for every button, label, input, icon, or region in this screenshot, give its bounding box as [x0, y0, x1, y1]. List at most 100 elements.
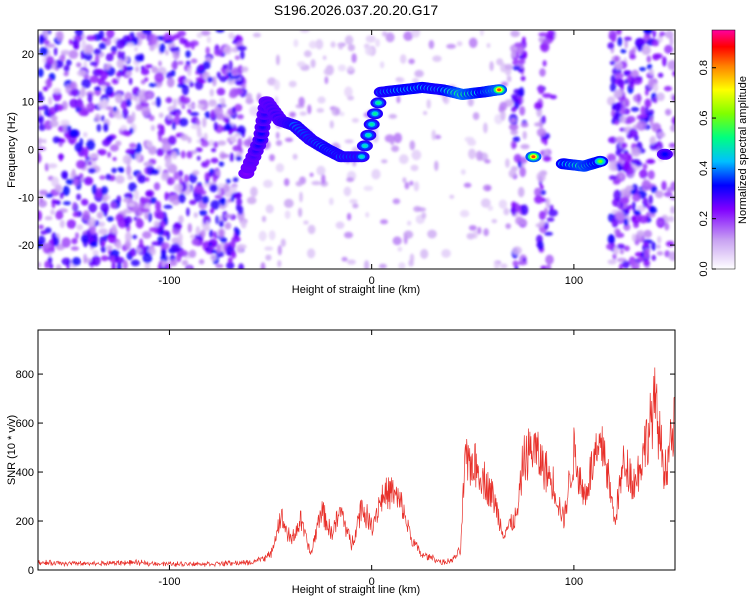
signal-point	[373, 112, 377, 116]
noise-blob	[636, 256, 645, 263]
noise-blob	[196, 119, 201, 127]
noise-blob	[100, 115, 105, 122]
noise-blob	[110, 45, 118, 53]
noise-blob	[606, 243, 617, 251]
noise-blob	[112, 156, 117, 162]
noise-blob	[83, 147, 89, 159]
noise-blob	[654, 141, 663, 152]
signal-point	[497, 88, 502, 92]
noise-blob	[206, 36, 212, 44]
noise-blob	[76, 70, 87, 77]
noise-blob	[191, 238, 199, 246]
signal-point	[359, 155, 364, 159]
colorbar-tick-label: 0.8	[698, 60, 710, 75]
noise-blob	[460, 169, 466, 175]
noise-blob	[171, 151, 178, 160]
noise-blob	[47, 256, 53, 265]
noise-blob	[116, 71, 122, 78]
noise-blob	[610, 74, 616, 84]
noise-blob	[609, 82, 617, 92]
noise-blob	[409, 180, 414, 186]
noise-blob	[468, 148, 476, 160]
noise-blob	[215, 215, 220, 225]
noise-blob	[449, 194, 455, 199]
noise-blob	[215, 170, 221, 177]
noise-blob	[363, 185, 374, 191]
noise-blob	[98, 228, 108, 235]
spectrogram-signal	[238, 81, 673, 179]
signal-point	[261, 119, 266, 123]
noise-blob	[160, 124, 165, 136]
noise-blob	[329, 120, 334, 129]
noise-blob	[124, 216, 133, 225]
noise-blob	[87, 92, 93, 103]
noise-blob	[177, 83, 186, 88]
noise-blob	[197, 132, 203, 138]
noise-blob	[81, 198, 89, 206]
noise-blob	[614, 73, 624, 79]
noise-blob	[667, 60, 675, 71]
noise-blob	[63, 71, 69, 77]
noise-blob	[89, 75, 100, 84]
noise-blob	[65, 59, 72, 66]
noise-blob	[633, 210, 641, 216]
noise-blob	[664, 222, 670, 231]
noise-blob	[522, 257, 527, 262]
noise-blob	[164, 39, 173, 44]
noise-blob	[83, 253, 87, 264]
noise-blob	[427, 229, 437, 239]
noise-blob	[400, 54, 407, 64]
noise-blob	[288, 80, 297, 88]
noise-blob	[161, 242, 170, 250]
noise-blob	[106, 216, 114, 222]
noise-blob	[609, 60, 616, 66]
noise-blob	[114, 256, 125, 264]
noise-blob	[196, 32, 203, 39]
noise-blob	[40, 230, 48, 235]
noise-blob	[211, 147, 217, 153]
noise-blob	[38, 224, 44, 230]
noise-blob	[158, 60, 162, 67]
noise-blob	[534, 187, 542, 197]
noise-blob	[631, 260, 640, 269]
noise-blob	[97, 149, 107, 156]
noise-blob	[138, 238, 144, 250]
noise-blob	[127, 202, 135, 208]
colorbar-tick-label: 0.4	[698, 161, 710, 176]
noise-blob	[246, 92, 253, 102]
noise-blob	[441, 249, 451, 258]
noise-blob	[627, 154, 633, 162]
noise-blob	[645, 89, 649, 96]
noise-blob	[623, 218, 629, 227]
noise-blob	[91, 184, 97, 195]
noise-blob	[538, 210, 546, 221]
noise-blob	[520, 122, 529, 128]
noise-blob	[101, 240, 106, 247]
noise-blob	[151, 66, 159, 74]
noise-blob	[380, 219, 388, 225]
noise-blob	[169, 110, 178, 116]
noise-blob	[621, 142, 628, 149]
noise-blob	[175, 112, 180, 119]
noise-blob	[249, 105, 260, 116]
noise-blob	[214, 194, 222, 199]
noise-blob	[52, 91, 62, 102]
noise-blob	[225, 178, 231, 184]
noise-blob	[182, 97, 191, 104]
noise-blob	[659, 33, 664, 38]
noise-blob	[115, 213, 125, 222]
noise-blob	[539, 68, 546, 77]
noise-blob	[650, 135, 657, 144]
noise-blob	[275, 131, 280, 139]
noise-blob	[404, 181, 410, 190]
noise-blob	[60, 49, 71, 56]
noise-blob	[651, 254, 656, 261]
noise-blob	[188, 173, 198, 184]
noise-blob	[38, 189, 48, 196]
noise-blob	[289, 111, 296, 118]
noise-blob	[179, 250, 189, 257]
noise-blob	[510, 118, 517, 124]
noise-blob	[511, 205, 516, 216]
noise-blob	[615, 136, 625, 143]
noise-blob	[100, 255, 109, 262]
